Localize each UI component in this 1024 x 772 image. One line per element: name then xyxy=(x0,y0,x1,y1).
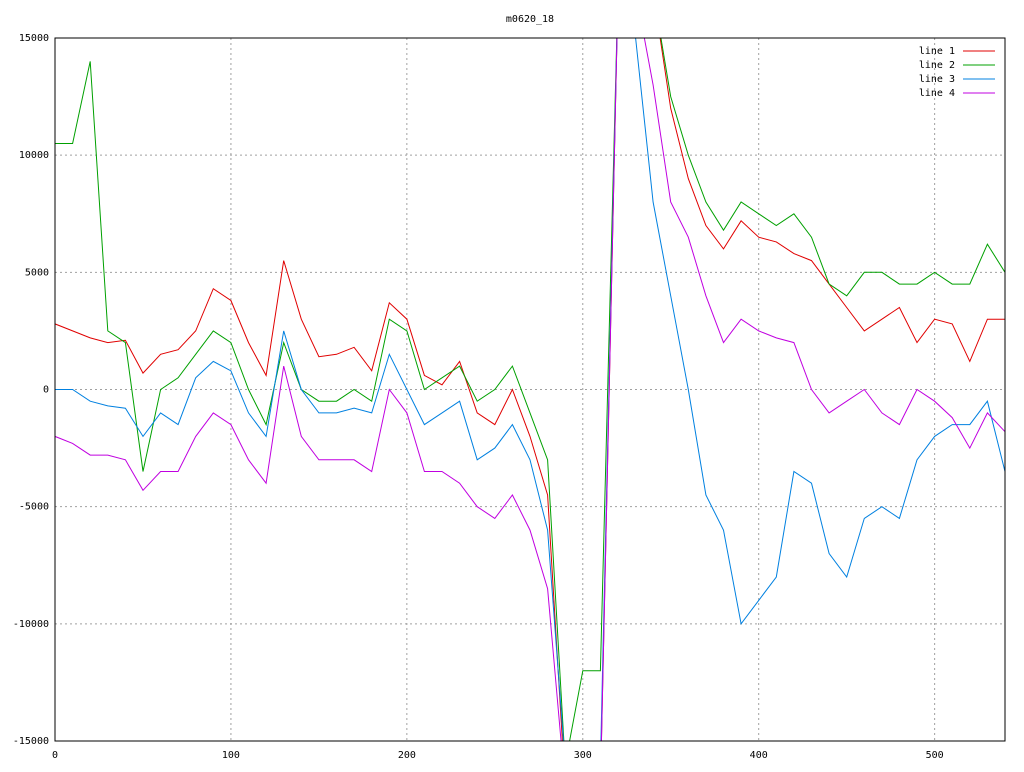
y-tick-label: -15000 xyxy=(13,736,49,747)
series-line xyxy=(55,38,1005,741)
series-line xyxy=(55,38,1005,741)
x-tick-label: 200 xyxy=(398,750,416,761)
x-tick-label: 500 xyxy=(926,750,944,761)
y-tick-label: 15000 xyxy=(19,33,49,44)
y-tick-label: 5000 xyxy=(25,267,49,278)
series-line xyxy=(55,38,1005,741)
plot-border xyxy=(54,37,1006,742)
x-tick-label: 400 xyxy=(750,750,768,761)
y-tick-label: 10000 xyxy=(19,150,49,161)
y-tick-label: 0 xyxy=(43,385,49,396)
grid-layer: -15000 -10000 -5000 0 5000 10000 15000 0 100 200 3… xyxy=(13,33,1005,761)
legend-label: line 3 xyxy=(919,74,955,85)
x-tick-label: 0 xyxy=(52,750,58,761)
x-tick-label: 100 xyxy=(222,750,240,761)
chart-title: m0620_18 xyxy=(506,14,554,25)
x-tick-label: 300 xyxy=(574,750,592,761)
series-line xyxy=(55,38,1005,741)
lines-layer xyxy=(55,38,1005,741)
legend-label: line 4 xyxy=(919,88,955,99)
legend: line 1 line 2 line 3 line 4 xyxy=(919,46,995,99)
legend-label: line 2 xyxy=(919,60,955,71)
y-tick-label: -5000 xyxy=(19,502,49,513)
legend-label: line 1 xyxy=(919,46,955,57)
y-tick-label: -10000 xyxy=(13,619,49,630)
